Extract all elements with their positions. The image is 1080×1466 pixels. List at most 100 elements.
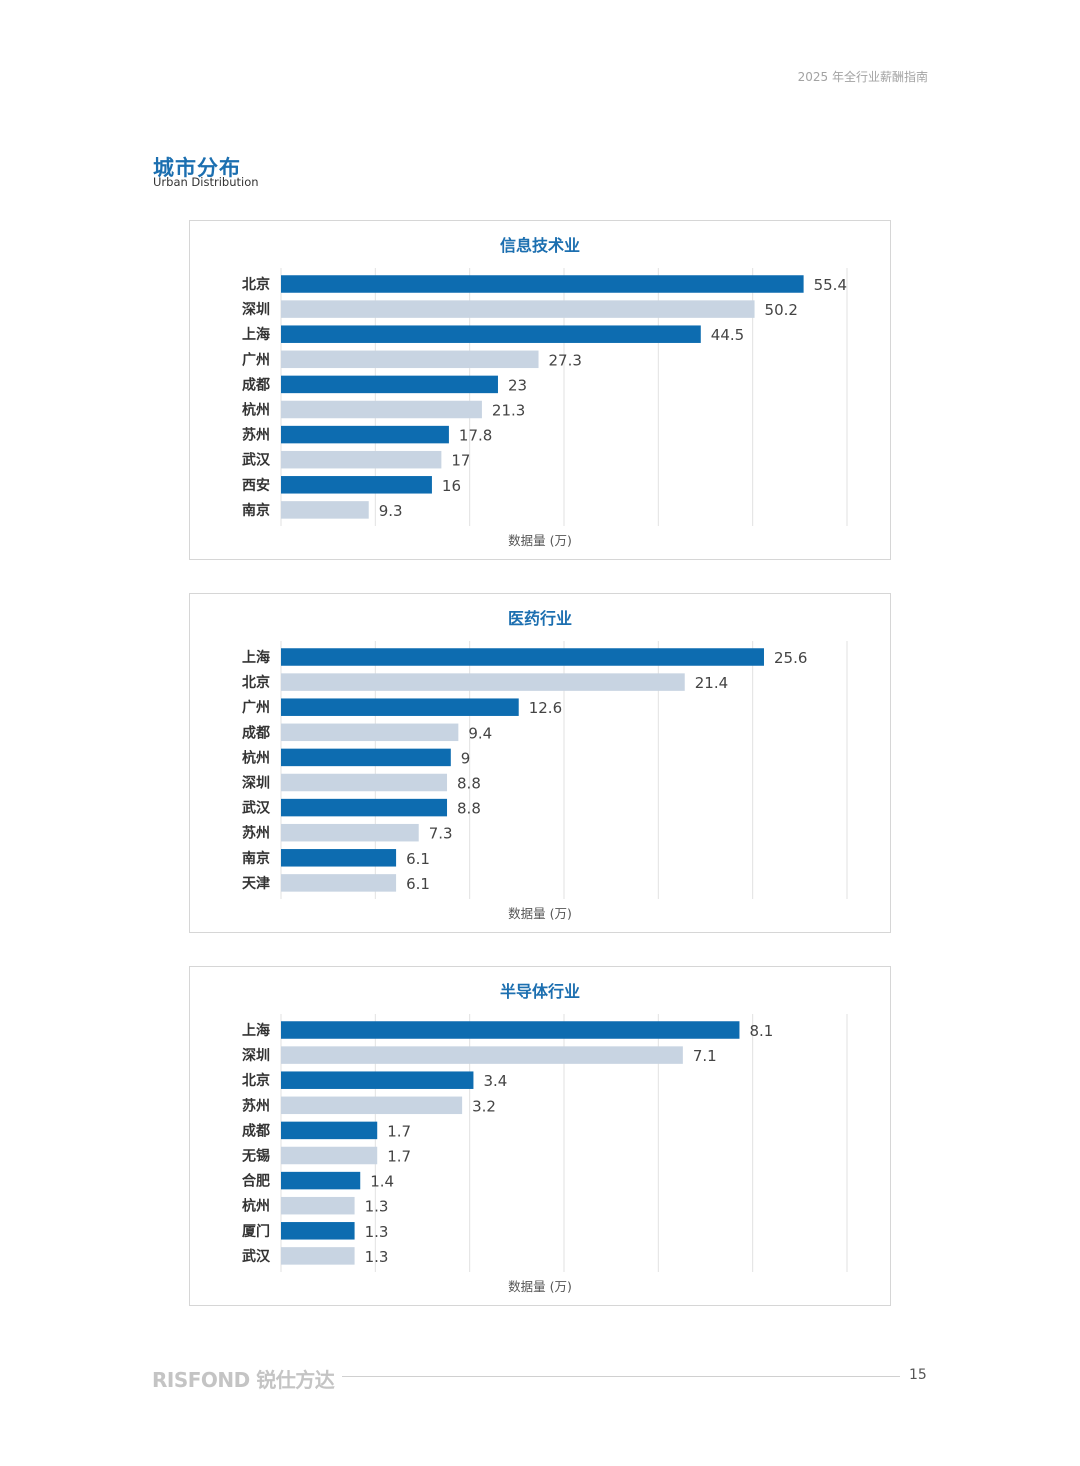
footer-divider <box>342 1376 900 1377</box>
chart-title: 医药行业 <box>508 609 572 628</box>
bar <box>281 798 448 817</box>
value-label: 50.2 <box>765 301 798 319</box>
value-label: 12.6 <box>529 699 562 717</box>
bar <box>281 1121 378 1140</box>
category-label: 杭州 <box>242 1198 270 1215</box>
category-label: 北京 <box>242 1072 270 1089</box>
value-label: 7.3 <box>429 825 453 843</box>
category-label: 武汉 <box>242 1248 271 1265</box>
bar <box>281 874 397 892</box>
value-label: 1.3 <box>365 1198 389 1216</box>
category-label: 天津 <box>242 875 270 892</box>
value-label: 1.4 <box>370 1173 394 1191</box>
category-label: 杭州 <box>242 402 270 419</box>
value-label: 3.2 <box>472 1097 496 1115</box>
bar <box>281 476 432 494</box>
bar <box>281 849 397 867</box>
value-label: 8.1 <box>749 1022 773 1040</box>
category-label: 武汉 <box>242 452 271 469</box>
bar <box>281 673 685 691</box>
category-label: 南京 <box>242 502 270 519</box>
category-label: 广州 <box>242 699 270 716</box>
value-label: 21.4 <box>695 674 728 692</box>
bar <box>281 1071 474 1089</box>
category-label: 无锡 <box>241 1148 270 1165</box>
category-label: 北京 <box>242 276 270 293</box>
bar <box>281 275 804 293</box>
value-label: 21.3 <box>492 402 525 420</box>
category-label: 苏州 <box>242 1097 270 1114</box>
value-label: 1.3 <box>365 1248 389 1266</box>
value-label: 9.3 <box>379 502 403 520</box>
category-label: 厦门 <box>242 1223 270 1240</box>
category-label: 成都 <box>242 376 270 393</box>
section-title: 城市分布 <box>153 156 241 180</box>
bar <box>281 1046 683 1064</box>
bar <box>281 773 448 792</box>
bar <box>281 723 459 742</box>
bar <box>281 748 451 767</box>
category-label: 成都 <box>242 724 270 741</box>
bar <box>281 1146 378 1165</box>
x-axis-label: 数据量 (万) <box>508 1279 572 1294</box>
value-label: 17 <box>451 452 470 470</box>
value-label: 25.6 <box>774 649 807 667</box>
value-label: 9 <box>461 749 471 767</box>
page-number: 15 <box>909 1367 927 1383</box>
bar <box>281 375 498 394</box>
bar <box>281 1247 355 1265</box>
bar <box>281 1196 355 1215</box>
bar <box>281 1021 740 1039</box>
value-label: 6.1 <box>406 875 430 893</box>
category-label: 深圳 <box>242 1047 270 1064</box>
chart-panel-pharma: 医药行业 上海 25.6 北京 21.4 广州 12.6 成都 9.4 杭州 9 深圳 8.8 武汉 8.8… <box>189 593 891 933</box>
category-label: 上海 <box>242 1022 270 1039</box>
bar <box>281 350 539 369</box>
chart-panel-it: 信息技术业 北京 55.4 深圳 50.2 上海 44.5 广州 27.3 成都 23 杭州 21.3 苏… <box>189 220 891 560</box>
value-label: 44.5 <box>711 326 744 344</box>
value-label: 55.4 <box>814 276 847 294</box>
category-label: 广州 <box>242 351 270 368</box>
chart-title: 半导体行业 <box>500 982 580 1001</box>
category-label: 上海 <box>242 649 270 666</box>
category-label: 南京 <box>242 850 270 867</box>
bar <box>281 1171 361 1190</box>
category-label: 苏州 <box>242 825 270 842</box>
category-label: 北京 <box>242 674 270 691</box>
value-label: 1.7 <box>387 1148 411 1166</box>
value-label: 9.4 <box>468 724 492 742</box>
section-subtitle: Urban Distribution <box>153 175 259 189</box>
value-label: 1.7 <box>387 1122 411 1140</box>
category-label: 西安 <box>242 477 270 494</box>
bar <box>281 325 701 343</box>
value-label: 17.8 <box>459 427 492 445</box>
bar <box>281 823 419 842</box>
chart-panel-semiconductor: 半导体行业上海 8.1 深圳 7.1 北京 3.4 苏州 3.2 成都 1.7 无锡 1.7 合肥 1.4… <box>189 966 891 1306</box>
bar <box>281 698 519 716</box>
x-axis-label: 数据量 (万) <box>508 906 572 921</box>
bar <box>281 400 482 419</box>
value-label: 27.3 <box>549 351 582 369</box>
value-label: 6.1 <box>406 850 430 868</box>
value-label: 8.8 <box>457 800 481 818</box>
bar <box>281 1096 463 1115</box>
category-label: 上海 <box>242 326 270 343</box>
category-label: 深圳 <box>242 775 270 792</box>
category-label: 成都 <box>242 1122 270 1139</box>
bar <box>281 1222 355 1240</box>
category-label: 合肥 <box>242 1173 270 1190</box>
chart-title: 信息技术业 <box>500 236 580 255</box>
value-label: 7.1 <box>693 1047 717 1065</box>
value-label: 16 <box>442 477 461 495</box>
value-label: 1.3 <box>365 1223 389 1241</box>
document-title: 2025 年全行业薪酬指南 <box>797 70 928 84</box>
bar <box>281 300 755 318</box>
category-label: 苏州 <box>242 427 270 444</box>
category-label: 深圳 <box>242 301 270 318</box>
brand-logo: RISFOND 锐仕方达 <box>152 1368 335 1392</box>
value-label: 3.4 <box>483 1072 507 1090</box>
bar <box>281 425 449 444</box>
